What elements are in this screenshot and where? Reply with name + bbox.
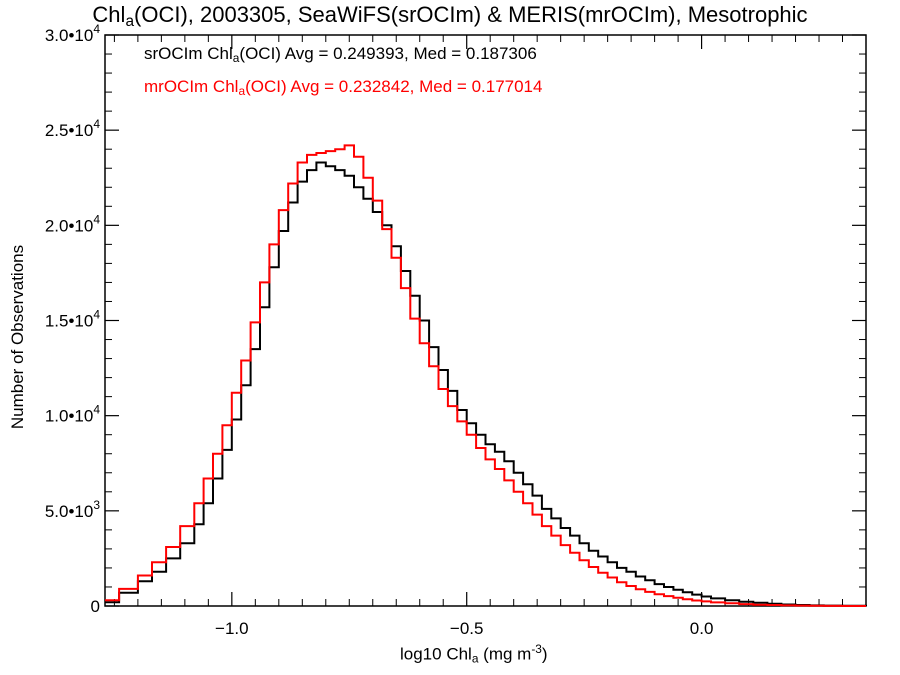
tick-labels: −1.0 −0.5 0.0 0 5.0•103 1.0•104 1.5•104 2.0•104… xyxy=(45,22,714,638)
y-tick-label: 2.5•104 xyxy=(45,117,101,140)
series-line-mrocim xyxy=(105,144,866,607)
x-tick-label: −0.5 xyxy=(450,619,484,638)
x-tick-label: 0.0 xyxy=(690,619,714,638)
series-layer xyxy=(105,144,867,607)
y-tick-label: 2.0•104 xyxy=(45,212,101,235)
series-line-srocim xyxy=(105,161,867,607)
y-tick-label: 1.5•104 xyxy=(45,308,101,331)
y-tick-label: 1.0•104 xyxy=(45,403,101,426)
y-tick-label: 5.0•103 xyxy=(45,498,101,521)
x-tick-label: −1.0 xyxy=(215,619,249,638)
tick-marks xyxy=(105,34,867,607)
legend-entry-mrocim: mrOCIm Chla(OCI) Avg = 0.232842, Med = 0… xyxy=(144,77,543,98)
plot-frame xyxy=(104,34,867,607)
y-tick-label: 3.0•104 xyxy=(45,22,101,45)
y-tick-label: 0 xyxy=(91,597,100,616)
chart-title: Chla(OCI), 2003305, SeaWiFS(srOCIm) & ME… xyxy=(92,2,808,30)
legend-entry-srocim: srOCIm Chla(OCI) Avg = 0.249393, Med = 0… xyxy=(144,44,537,65)
plot-axes xyxy=(104,34,867,607)
x-axis-label: log10 Chla (mg m-3) xyxy=(400,642,548,666)
y-axis-label: Number of Observations xyxy=(8,244,27,430)
